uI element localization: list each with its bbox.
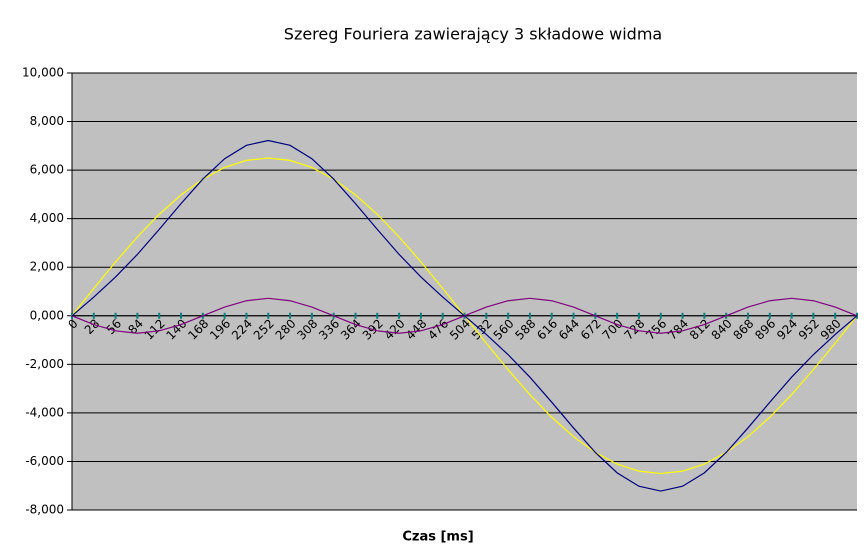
y-tick-label: -6,000: [25, 454, 64, 468]
y-tick-label: 10,000: [22, 66, 64, 80]
chart-title: Szereg Fouriera zawierający 3 składowe w…: [284, 25, 662, 44]
y-tick-label: -4,000: [25, 405, 64, 419]
y-tick-label: 6,000: [30, 163, 64, 177]
x-axis-label: Czas [ms]: [402, 530, 473, 545]
series-line: [71, 139, 858, 492]
y-tick-label: -2,000: [25, 357, 64, 371]
y-tick-label: 8,000: [30, 114, 64, 128]
plot-area: [72, 73, 857, 510]
y-tick-label: 2,000: [30, 260, 64, 274]
y-tick-label: 4,000: [30, 211, 64, 225]
y-tick-label: -8,000: [25, 503, 64, 517]
y-tick-label: 0,000: [30, 308, 64, 322]
